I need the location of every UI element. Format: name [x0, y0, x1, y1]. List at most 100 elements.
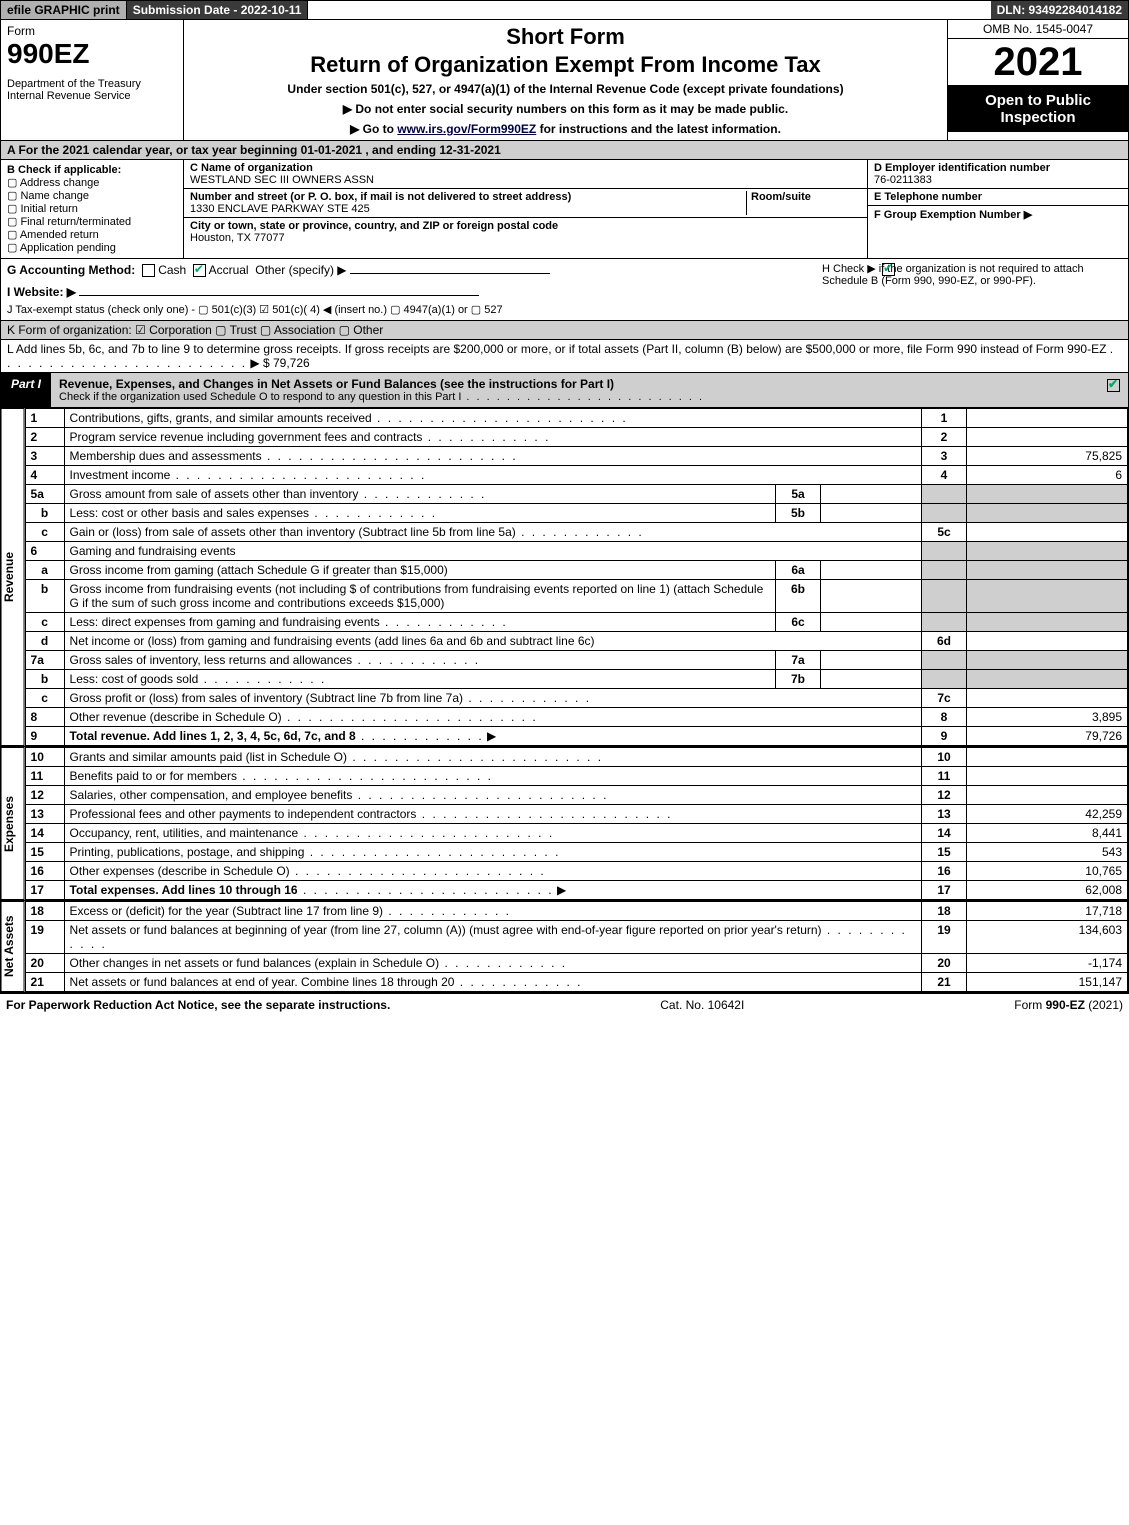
- line-9: 9 Total revenue. Add lines 1, 2, 3, 4, 5…: [25, 727, 1127, 746]
- omb-number: OMB No. 1545-0047: [948, 20, 1128, 39]
- header-mid: Short Form Return of Organization Exempt…: [184, 20, 947, 140]
- l5a-box: [821, 485, 922, 504]
- l7b-text: Less: cost of goods sold: [70, 672, 199, 686]
- l21-text: Net assets or fund balances at end of ye…: [70, 975, 455, 989]
- l12-val: [967, 786, 1128, 805]
- g-accounting: G Accounting Method: Cash Accrual Other …: [7, 263, 814, 316]
- open-to-public: Open to Public Inspection: [948, 86, 1128, 132]
- line-16: 16Other expenses (describe in Schedule O…: [25, 862, 1127, 881]
- l10-text: Grants and similar amounts paid (list in…: [70, 750, 347, 764]
- line-4: 4 Investment income 46: [25, 466, 1127, 485]
- chk-address-change[interactable]: Address change: [7, 176, 177, 189]
- room-label: Room/suite: [751, 191, 811, 203]
- l-arrow: ▶ $: [250, 356, 269, 370]
- efile-print-label[interactable]: efile GRAPHIC print: [1, 1, 127, 19]
- short-form-title: Short Form: [190, 24, 941, 50]
- chk-final-return[interactable]: Final return/terminated: [7, 215, 177, 228]
- line-7a: 7a Gross sales of inventory, less return…: [25, 651, 1127, 670]
- line-2: 2 Program service revenue including gove…: [25, 428, 1127, 447]
- l6b-box: [821, 580, 922, 613]
- net-assets-section: Net Assets 18Excess or (deficit) for the…: [0, 901, 1129, 993]
- l5c-text: Gain or (loss) from sale of assets other…: [70, 525, 516, 539]
- instr1-text: Do not enter social security numbers on …: [355, 102, 788, 116]
- footer-mid: Cat. No. 10642I: [660, 998, 744, 1012]
- other-label: Other (specify) ▶: [255, 263, 346, 277]
- line-14: 14Occupancy, rent, utilities, and mainte…: [25, 824, 1127, 843]
- instruction-1: Do not enter social security numbers on …: [190, 102, 941, 116]
- line-11: 11Benefits paid to or for members 11: [25, 767, 1127, 786]
- accrual-label: Accrual: [209, 263, 249, 277]
- l10-val: [967, 748, 1128, 767]
- footer-right: Form 990-EZ (2021): [1014, 998, 1123, 1012]
- revenue-vertical-label: Revenue: [1, 408, 25, 746]
- l3-val: 75,825: [967, 447, 1128, 466]
- l5b-text: Less: cost or other basis and sales expe…: [70, 506, 309, 520]
- l6b-text: Gross income from fundraising events (no…: [70, 582, 764, 610]
- website-label: I Website: ▶: [7, 285, 76, 299]
- chk-amended-return[interactable]: Amended return: [7, 228, 177, 241]
- l-value: 79,726: [273, 356, 310, 370]
- l12-text: Salaries, other compensation, and employ…: [70, 788, 353, 802]
- street-row: Number and street (or P. O. box, if mail…: [184, 189, 867, 218]
- line-8: 8 Other revenue (describe in Schedule O)…: [25, 708, 1127, 727]
- chk-schedule-o[interactable]: [1107, 379, 1120, 392]
- l8-text: Other revenue (describe in Schedule O): [70, 710, 282, 724]
- l7b-box: [821, 670, 922, 689]
- l5a-text: Gross amount from sale of assets other t…: [70, 487, 359, 501]
- phone-label: E Telephone number: [874, 191, 982, 203]
- l6d-val: [967, 632, 1128, 651]
- l6c-text: Less: direct expenses from gaming and fu…: [70, 615, 380, 629]
- section-l: L Add lines 5b, 6c, and 7b to line 9 to …: [0, 340, 1129, 373]
- l7c-val: [967, 689, 1128, 708]
- line-15: 15Printing, publications, postage, and s…: [25, 843, 1127, 862]
- l11-val: [967, 767, 1128, 786]
- l13-text: Professional fees and other payments to …: [70, 807, 417, 821]
- l5c-val: [967, 523, 1128, 542]
- expenses-table: 10Grants and similar amounts paid (list …: [25, 747, 1128, 900]
- line-19: 19Net assets or fund balances at beginni…: [25, 921, 1127, 954]
- city-row: City or town, state or province, country…: [184, 218, 867, 246]
- l4-text: Investment income: [70, 468, 171, 482]
- ein-row: D Employer identification number 76-0211…: [868, 160, 1128, 189]
- chk-schedule-b[interactable]: [882, 263, 895, 276]
- group-exemption-label: F Group Exemption Number ▶: [874, 209, 1032, 221]
- instructions-link[interactable]: www.irs.gov/Form990EZ: [397, 122, 536, 136]
- part-1-title: Revenue, Expenses, and Changes in Net As…: [59, 377, 614, 391]
- chk-name-change[interactable]: Name change: [7, 189, 177, 202]
- line-21: 21Net assets or fund balances at end of …: [25, 973, 1127, 992]
- website-input[interactable]: [79, 295, 479, 296]
- l13-val: 42,259: [967, 805, 1128, 824]
- l1-text: Contributions, gifts, grants, and simila…: [70, 411, 372, 425]
- h-check: H Check ▶ if the organization is not req…: [814, 263, 1122, 316]
- chk-cash[interactable]: [142, 264, 155, 277]
- instruction-2: Go to www.irs.gov/Form990EZ for instruct…: [190, 122, 941, 136]
- page-footer: For Paperwork Reduction Act Notice, see …: [0, 993, 1129, 1016]
- chk-application-pending[interactable]: Application pending: [7, 241, 177, 254]
- l14-text: Occupancy, rent, utilities, and maintena…: [70, 826, 299, 840]
- line-10: 10Grants and similar amounts paid (list …: [25, 748, 1127, 767]
- l17-text: Total expenses. Add lines 10 through 16: [70, 883, 298, 897]
- column-c: C Name of organization WESTLAND SEC III …: [184, 160, 867, 258]
- chk-initial-return[interactable]: Initial return: [7, 202, 177, 215]
- l20-val: -1,174: [967, 954, 1128, 973]
- line-17: 17Total expenses. Add lines 10 through 1…: [25, 881, 1127, 900]
- street-value: 1330 ENCLAVE PARKWAY STE 425: [190, 203, 370, 215]
- main-title: Return of Organization Exempt From Incom…: [190, 52, 941, 78]
- ein-label: D Employer identification number: [874, 162, 1050, 174]
- info-grid: B Check if applicable: Address change Na…: [0, 160, 1129, 259]
- form-number: 990EZ: [7, 38, 177, 70]
- expenses-vertical-label: Expenses: [1, 747, 25, 900]
- chk-accrual[interactable]: [193, 264, 206, 277]
- l19-val: 134,603: [967, 921, 1128, 954]
- other-specify-input[interactable]: [350, 273, 550, 274]
- column-de: D Employer identification number 76-0211…: [867, 160, 1128, 258]
- part-1-tab: Part I: [1, 373, 51, 407]
- form-header: Form 990EZ Department of the Treasury In…: [0, 20, 1129, 141]
- l6a-text: Gross income from gaming (attach Schedul…: [70, 563, 448, 577]
- instr2-post: for instructions and the latest informat…: [536, 122, 781, 136]
- l7c-text: Gross profit or (loss) from sales of inv…: [70, 691, 463, 705]
- l1-val: [967, 409, 1128, 428]
- l7a-box: [821, 651, 922, 670]
- l18-val: 17,718: [967, 902, 1128, 921]
- form-word: Form: [7, 24, 177, 38]
